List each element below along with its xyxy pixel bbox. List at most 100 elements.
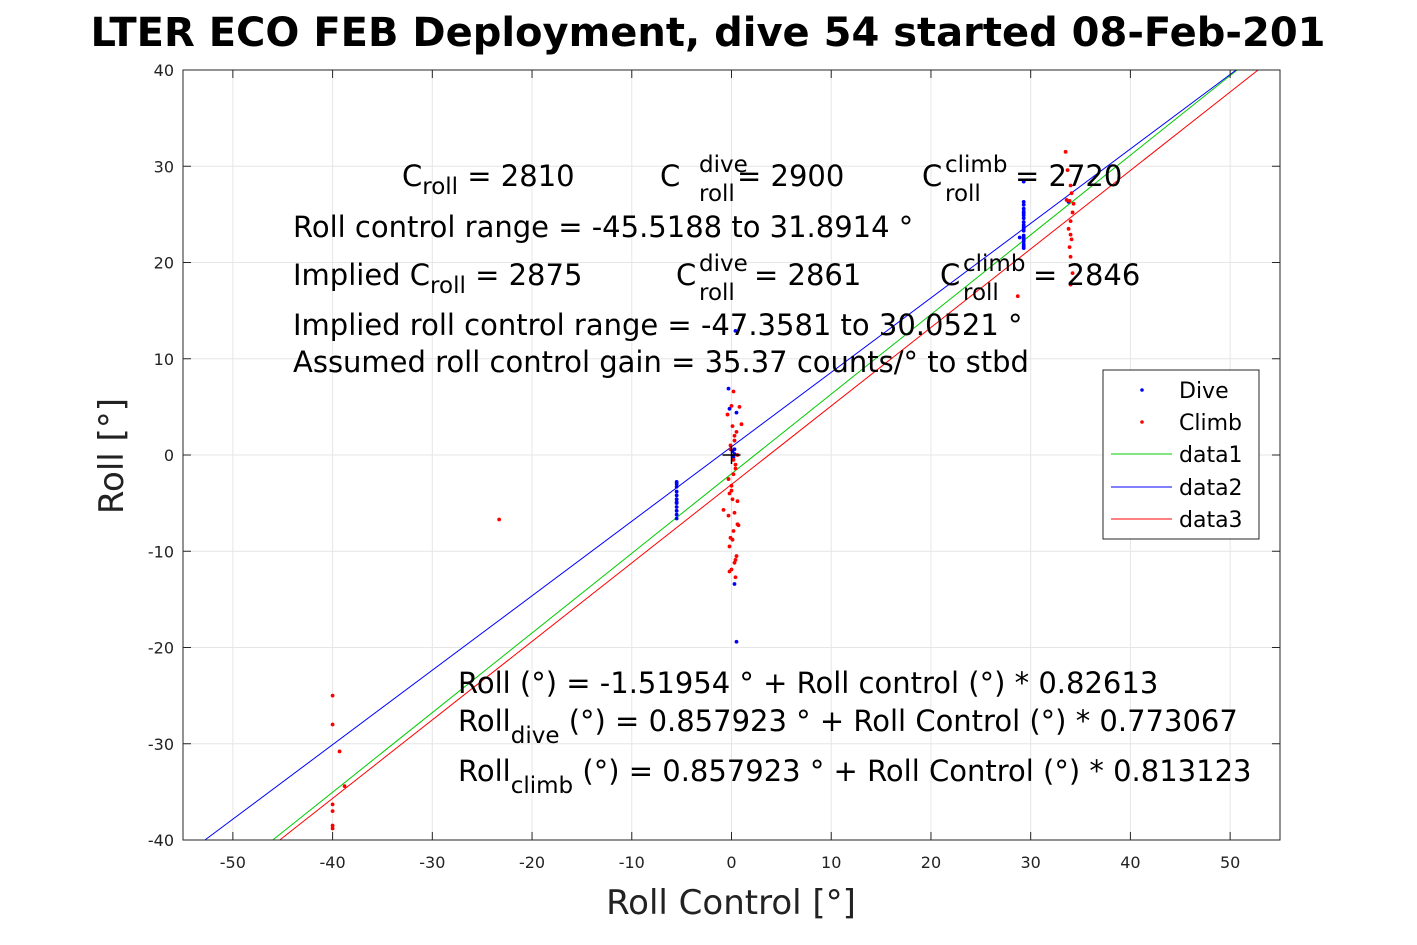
x-tick-label: -50 (220, 853, 246, 872)
chart-title: LTER ECO FEB Deployment, dive 54 started… (91, 10, 1326, 56)
data-point-dive (732, 582, 737, 586)
data-point-dive (1021, 209, 1026, 214)
data-point-climb (1068, 219, 1073, 224)
x-tick-label: -20 (519, 853, 545, 872)
data-point-dive (674, 500, 679, 505)
annotation-implied-c-roll: Implied Croll = 2875 (293, 258, 582, 299)
data-point-climb (1067, 245, 1072, 250)
y-axis-label: Roll [°] (92, 398, 132, 514)
data-point-dive (734, 410, 739, 415)
data-point-dive (1021, 244, 1026, 249)
data-point-climb (330, 802, 335, 807)
data-point-dive (1017, 235, 1022, 240)
x-tick-label: 0 (726, 853, 736, 872)
legend-climb-label: Climb (1179, 411, 1242, 436)
data-point-climb (731, 529, 736, 533)
y-tick-label: 30 (154, 157, 174, 176)
annotation-fit-dive: Rolldive (°) = 0.857923 ° + Roll Control… (458, 704, 1238, 749)
annotation-implied-c-roll-climb-value: = 2846 (1033, 258, 1140, 292)
data-point-dive (1021, 206, 1026, 211)
data-point-climb (731, 457, 736, 462)
y-tick-label: -10 (148, 542, 174, 561)
annotation-implied-c-roll-climb-sup: climb (963, 251, 1025, 277)
data-point-dive (1021, 239, 1026, 244)
data-point-dive (727, 406, 732, 411)
annotation-c-roll-climb-sup: climb (945, 152, 1007, 178)
y-tick-label: -20 (148, 639, 174, 658)
y-tick-label: 40 (154, 61, 174, 80)
annotation-c-roll-climb: C (922, 159, 942, 193)
data-point-climb (727, 491, 732, 496)
legend-data3-label: data3 (1179, 508, 1243, 533)
data-point-climb (733, 462, 738, 467)
legend-dive-label: Dive (1179, 379, 1229, 404)
data-point-climb (1066, 226, 1071, 231)
x-tick-label: 10 (821, 853, 841, 872)
data-point-dive (1021, 216, 1026, 221)
annotation-fit-climb: Rollclimb (°) = 0.857923 ° + Roll Contro… (458, 754, 1251, 799)
data-point-dive (733, 328, 738, 333)
data-point-climb (730, 424, 735, 429)
legend-dive-swatch (1140, 388, 1144, 392)
data-point-climb (734, 430, 739, 434)
x-tick-label: -40 (320, 853, 346, 872)
data-point-climb (733, 466, 738, 471)
y-tick-label: 20 (154, 254, 174, 273)
data-point-climb (1067, 199, 1072, 203)
data-point-dive (674, 516, 679, 521)
data-point-climb (729, 404, 734, 408)
x-tick-label: 50 (1220, 853, 1240, 872)
data-point-dive (1021, 226, 1026, 231)
data-point-climb (1064, 198, 1069, 202)
data-point-dive (726, 386, 731, 391)
data-point-climb (726, 513, 731, 518)
data-point-climb (734, 554, 739, 558)
x-tick-label: 20 (921, 853, 941, 872)
data-point-climb (330, 722, 335, 727)
annotation-gain: Assumed roll control gain = 35.37 counts… (293, 345, 1029, 379)
data-point-dive (674, 497, 679, 502)
x-tick-label: -10 (619, 853, 645, 872)
annotation-implied-c-roll-dive-sub: roll (699, 280, 735, 306)
annotation-c-roll-climb-sub: roll (945, 181, 981, 207)
data-point-climb (726, 477, 731, 481)
data-point-climb (1069, 191, 1074, 196)
data-point-climb (733, 558, 738, 562)
legend-climb-swatch (1140, 420, 1144, 424)
x-axis-label: Roll Control [°] (606, 883, 856, 923)
data-point-climb (1071, 201, 1076, 206)
data-point-dive (674, 512, 679, 517)
data-point-climb (1068, 232, 1073, 237)
data-point-dive (674, 481, 679, 486)
data-point-climb (1063, 149, 1068, 154)
data-point-dive (674, 493, 679, 498)
data-point-dive (731, 455, 736, 459)
x-tick-label: 30 (1021, 853, 1041, 872)
data-point-dive (734, 639, 739, 644)
data-point-climb (727, 569, 732, 574)
data-point-dive (1021, 213, 1026, 218)
data-point-climb (1065, 168, 1070, 173)
legend-data1-label: data1 (1179, 443, 1243, 468)
data-point-climb (1069, 237, 1074, 242)
origin-marker (722, 446, 741, 464)
annotation-c-roll-dive-value: = 2900 (737, 159, 844, 193)
data-points (330, 149, 1076, 831)
data-point-climb (497, 517, 502, 522)
y-tick-label: -30 (148, 735, 174, 754)
data-point-climb (736, 523, 741, 528)
data-point-climb (1068, 254, 1073, 259)
data-point-climb (731, 389, 736, 394)
data-point-dive (1021, 202, 1026, 207)
data-point-climb (1068, 282, 1073, 287)
y-tick-label: 10 (154, 350, 174, 369)
data-point-climb (729, 488, 734, 493)
data-point-climb (1070, 271, 1075, 275)
data-point-dive (1021, 235, 1026, 240)
data-point-climb (330, 823, 335, 828)
data-point-climb (739, 422, 744, 427)
data-point-climb (330, 693, 335, 698)
data-point-dive (674, 484, 679, 489)
annotation-c-roll: Croll = 2810 (402, 159, 575, 200)
x-tick-label: -30 (419, 853, 445, 872)
